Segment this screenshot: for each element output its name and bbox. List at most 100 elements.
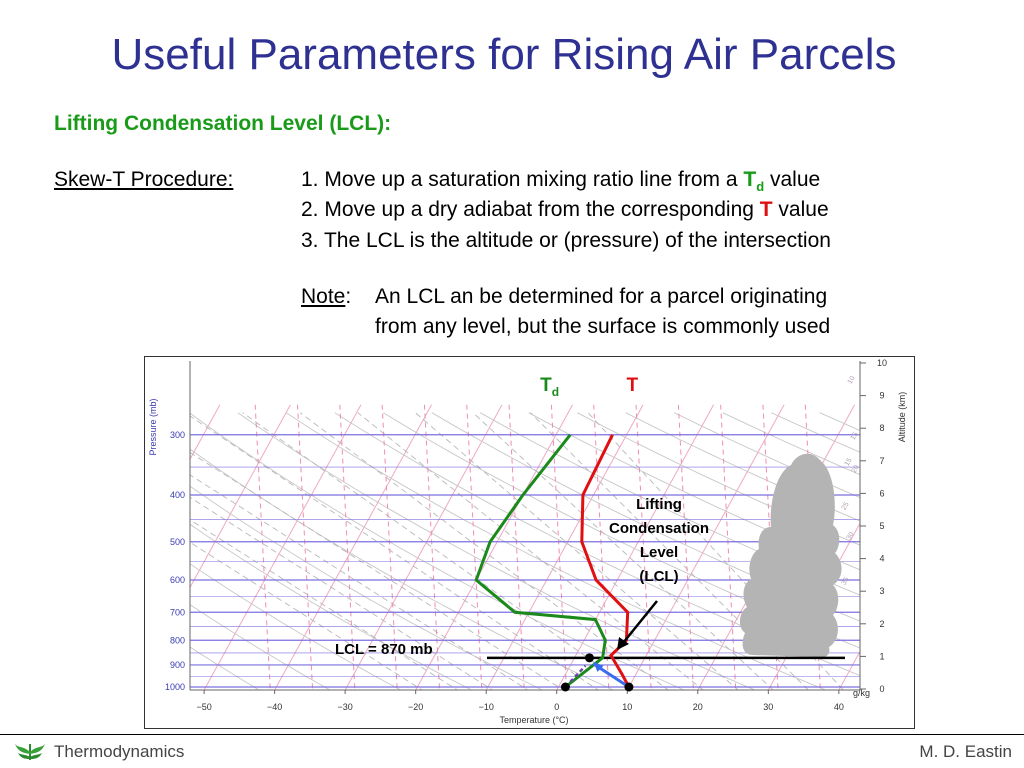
altitude-tick-label: 8 [879, 423, 884, 433]
mixing-ratio-line [466, 404, 483, 690]
pressure-axis-title: Pressure (mb) [148, 398, 158, 455]
sounding-curve-dewpoint [474, 433, 607, 689]
altitude-tick-label: 4 [879, 554, 884, 564]
slide-title: Useful Parameters for Rising Air Parcels [111, 30, 897, 79]
temperature-tick-label: −10 [479, 702, 494, 712]
isotherm-line [485, 404, 644, 690]
isotherm-line [415, 404, 573, 690]
moist-adiabat-line [242, 412, 634, 690]
background-lines [190, 404, 914, 698]
pressure-tick-label: 800 [170, 635, 185, 645]
dry-adiabat-line [190, 646, 260, 690]
mixing-ratio-line [423, 404, 441, 690]
altitude-tick-label: 10 [877, 358, 887, 368]
mixing-ratio-unit-label: g/kg [853, 688, 870, 698]
dry-adiabat-line [868, 413, 914, 698]
mixing-ratio-value-label: 15 [850, 431, 860, 441]
note-label: Note: [301, 285, 352, 308]
altitude-tick-label: 7 [879, 456, 884, 466]
altitude-axis-title: Altitude (km) [897, 392, 907, 443]
isotherm-line [203, 404, 362, 690]
series-label-dewpoint: Td [540, 375, 559, 399]
mixing-ratio-line [339, 404, 356, 690]
mixing-ratio-value-label: 20 [851, 464, 861, 474]
leaf-logo-icon [15, 744, 45, 760]
isotherm-line [626, 404, 785, 690]
lcl-annotation-arrowhead [617, 637, 629, 650]
mixing-ratio-line [677, 404, 694, 690]
moist-adiabat-line [299, 412, 669, 690]
isotherm-line [190, 404, 291, 589]
temperature-axis-title: Temperature (°C) [499, 715, 568, 725]
mixing-ratio-value-label: 35 [841, 576, 851, 586]
dry-adiabat-arrowhead [593, 661, 604, 672]
note-line-1: An LCL an be determined for a parcel ori… [375, 285, 828, 308]
temperature-tick-label: 40 [834, 702, 844, 712]
dry-adiabat-line [190, 523, 473, 690]
mixing-ratio-line [508, 404, 525, 690]
isotherm-line [344, 404, 503, 690]
lcl-point [584, 653, 594, 663]
mixing-ratio-value-label: 25 [841, 501, 851, 511]
procedure-step-3: 3. The LCL is the altitude or (pressure)… [301, 229, 831, 252]
moist-adiabat-line [190, 519, 459, 690]
pressure-tick-label: 300 [170, 430, 185, 440]
footer-author: M. D. Eastin [919, 742, 1012, 761]
procedure-label: Skew-T Procedure: [54, 168, 234, 191]
temperature-tick-label: −50 [196, 702, 211, 712]
mixing-ratio-parcel-path-green [564, 665, 586, 688]
altitude-tick-label: 3 [879, 586, 884, 596]
pressure-tick-label: 900 [170, 660, 185, 670]
pressure-tick-label: 600 [170, 575, 185, 585]
mixing-ratio-line [296, 404, 314, 690]
moist-adiabat-line [190, 496, 494, 690]
sounding-curve-temperature [580, 434, 631, 688]
lcl-annotation-arrow-shaft [622, 600, 658, 644]
altitude-tick-label: 0 [879, 684, 884, 694]
moist-adiabat-line [190, 474, 529, 690]
mixing-ratio-line [593, 404, 610, 690]
isotherm-line [905, 405, 914, 697]
lcl-annotation-line: Level [640, 544, 678, 561]
pressure-tick-label: 700 [170, 607, 185, 617]
dry-adiabat-line [190, 604, 331, 690]
cumulus-cloud [739, 453, 842, 658]
lcl-value-label: LCL = 870 mb [335, 641, 433, 658]
mixing-ratio-line [381, 404, 398, 690]
altitude-tick-label: 1 [879, 651, 884, 661]
temperature-tick-label: −20 [408, 702, 423, 712]
slide-subtitle: Lifting Condensation Level (LCL): [54, 112, 392, 135]
mixing-ratio-value-label: 10 [847, 375, 857, 385]
lcl-annotation-line: Condensation [609, 520, 709, 537]
altitude-tick-label: 9 [879, 391, 884, 401]
dry-adiabat-line [576, 412, 860, 546]
slide-footer: Thermodynamics M. D. Eastin [0, 734, 1024, 768]
isotherm-line [838, 650, 860, 690]
footer-course: Thermodynamics [54, 742, 185, 761]
dry-adiabat-line [237, 412, 756, 690]
isotherm-line [274, 404, 432, 690]
skew-t-diagram: 300 400 500 600 700 800 900 1000 Pressure (mb) 0 1… [144, 356, 915, 729]
altitude-tick-label: 6 [879, 488, 884, 498]
temperature-tick-label: 10 [622, 702, 632, 712]
moist-adiabat-line [190, 451, 564, 690]
mixing-ratio-line [720, 404, 737, 690]
mixing-ratio-line [254, 404, 271, 690]
moist-adiabat-line [190, 541, 423, 690]
isotherm-line [556, 404, 715, 690]
temperature-tick-label: −40 [267, 702, 282, 712]
lcl-annotation-line: Lifting [636, 496, 682, 513]
surface-dewpoint-point [560, 682, 570, 692]
pressure-tick-label: 1000 [165, 682, 185, 692]
temperature-tick-label: 30 [763, 702, 773, 712]
temperature-tick-label: 0 [554, 702, 559, 712]
dry-adiabat-line [190, 563, 402, 690]
dry-adiabat-line [190, 412, 686, 690]
footer-divider [0, 734, 1024, 735]
temperature-tick-label: 20 [693, 702, 703, 712]
lcl-annotation-line: (LCL) [639, 568, 678, 585]
isotherm-line [190, 404, 221, 461]
note-line-2: from any level, but the surface is commo… [375, 315, 831, 338]
altitude-tick-label: 5 [879, 521, 884, 531]
